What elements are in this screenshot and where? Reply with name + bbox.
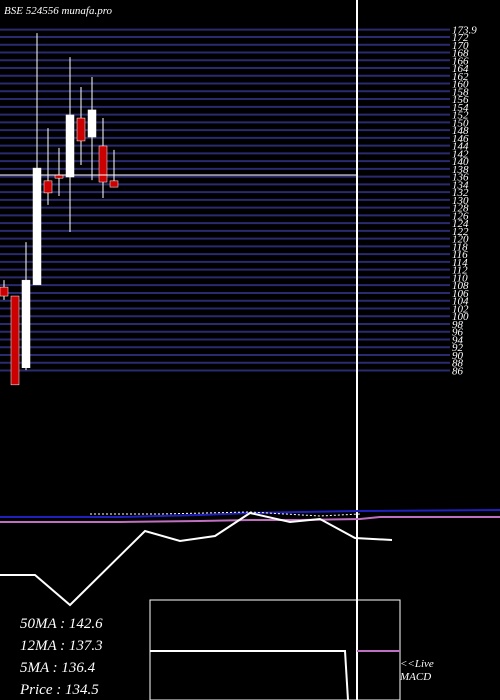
y-tick-label: 166: [452, 55, 469, 67]
candle-body: [109, 180, 119, 188]
legend-entry: Price : 134.5: [19, 682, 99, 698]
y-tick-label: 124: [452, 218, 469, 230]
y-tick-label: 120: [452, 234, 469, 246]
price-line: [0, 511, 393, 607]
candle-body: [10, 295, 20, 386]
candle-body: [43, 180, 53, 194]
y-tick-label: 86: [452, 365, 464, 377]
candle-body: [76, 117, 86, 142]
y-tick-label: 173.9: [452, 25, 477, 37]
y-tick-label: 152: [452, 110, 469, 122]
y-tick-label: 126: [452, 210, 469, 222]
y-tick-label: 132: [452, 187, 469, 199]
y-tick-label: 138: [452, 164, 469, 176]
y-tick-label: 134: [452, 179, 469, 191]
y-tick-label: 154: [452, 102, 469, 114]
candle-body: [54, 174, 64, 179]
candle-body: [87, 109, 97, 138]
y-tick-label: 156: [452, 94, 469, 106]
y-tick-label: 118: [452, 241, 468, 253]
y-tick-label: 88: [452, 358, 464, 370]
y-tick-label: 112: [452, 265, 468, 277]
y-tick-label: 92: [452, 342, 464, 354]
y-tick-label: 160: [452, 79, 469, 91]
y-tick-label: 150: [452, 117, 469, 129]
candle-body: [0, 286, 9, 297]
macd-line: [150, 650, 349, 700]
y-tick-label: 110: [452, 272, 468, 284]
y-tick-label: 94: [452, 334, 464, 346]
y-tick-label: 168: [452, 48, 469, 60]
y-tick-label: 96: [452, 327, 464, 339]
y-tick-label: 136: [452, 172, 469, 184]
candle-body: [98, 145, 108, 183]
candle-body: [65, 114, 75, 178]
y-tick-label: 130: [452, 195, 469, 207]
legend-entry: 50MA : 142.6: [20, 616, 103, 632]
y-tick-label: 140: [452, 156, 469, 168]
y-tick-label: 172: [452, 32, 469, 44]
legend-entry: 5MA : 136.4: [20, 660, 96, 676]
y-tick-label: 90: [452, 350, 464, 362]
chart-title: BSE 524556 munafa.pro: [4, 5, 113, 17]
y-tick-label: 116: [452, 249, 468, 261]
macd-label: <<Live MACD: [400, 658, 434, 683]
candle-body: [32, 167, 42, 286]
y-tick-label: 170: [452, 40, 469, 52]
macd-label-box: <<Live MACD: [400, 658, 434, 683]
y-tick-label: 114: [452, 257, 468, 269]
y-tick-label: 128: [452, 203, 469, 215]
y-tick-label: 104: [452, 296, 469, 308]
legend-entry: 12MA : 137.3: [20, 638, 103, 654]
ma-line: [0, 516, 500, 523]
candle-body: [21, 279, 31, 369]
y-tick-label: 146: [452, 133, 469, 145]
y-tick-label: 98: [452, 319, 464, 331]
y-tick-label: 100: [452, 311, 469, 323]
y-tick-label: 142: [452, 148, 469, 160]
y-tick-label: 158: [452, 86, 469, 98]
y-tick-label: 164: [452, 63, 469, 75]
y-tick-label: 106: [452, 288, 469, 300]
y-tick-label: 122: [452, 226, 469, 238]
y-tick-label: 162: [452, 71, 469, 83]
y-tick-label: 108: [452, 280, 469, 292]
y-tick-label: 148: [452, 125, 469, 137]
y-tick-label: 144: [452, 141, 469, 153]
y-tick-label: 102: [452, 303, 469, 315]
